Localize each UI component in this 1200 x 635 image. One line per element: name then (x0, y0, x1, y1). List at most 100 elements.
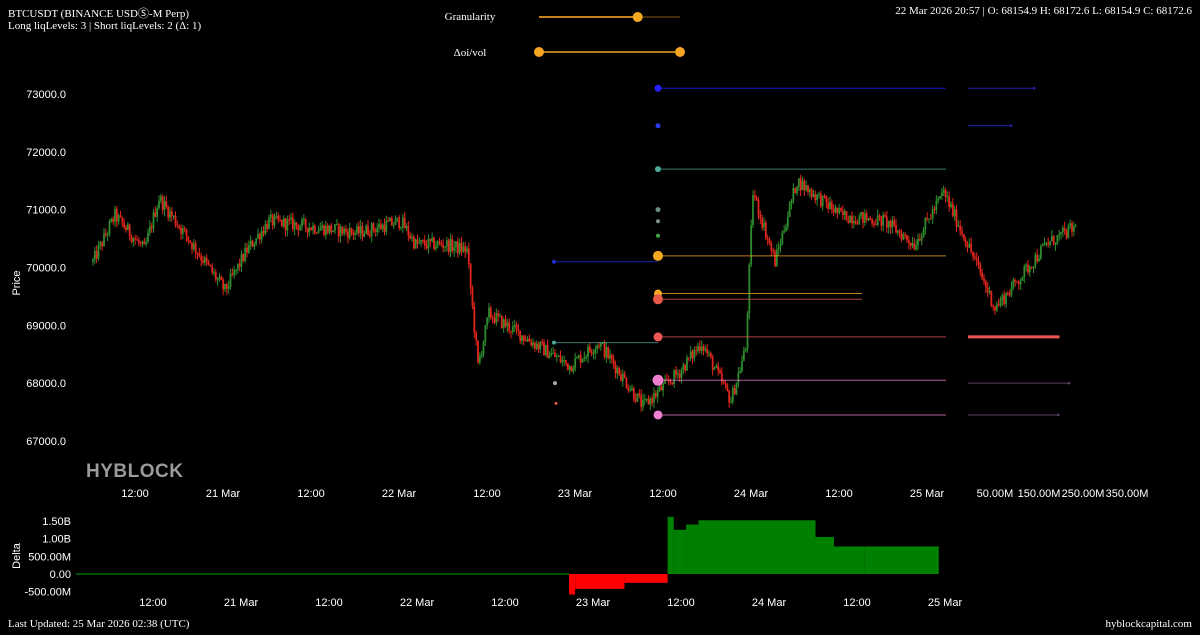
delta-oi-handle-high[interactable] (675, 47, 685, 57)
candle-body (812, 194, 815, 197)
volume-tick-label: 350.00M (1106, 488, 1149, 500)
candle-body (845, 211, 848, 221)
candle-body (379, 224, 382, 230)
candle-body (680, 369, 683, 378)
candle-body (741, 360, 743, 371)
liq-volume-end (1032, 86, 1036, 90)
candle-body (651, 398, 654, 403)
candle-body (433, 237, 435, 249)
candle-body (224, 284, 226, 290)
candle-body (599, 343, 602, 347)
candle-body (247, 245, 250, 253)
candle-body (544, 345, 547, 356)
candle-body (205, 257, 208, 262)
candle-body (902, 234, 905, 240)
candle-body (735, 382, 738, 395)
candle-body (104, 233, 107, 236)
candle-body (737, 373, 740, 383)
candle-body (119, 215, 122, 218)
candle-body (429, 238, 432, 241)
candle-body (1054, 243, 1057, 245)
delta-axis-title: Delta (11, 542, 23, 569)
delta-oi-handle-low[interactable] (534, 47, 544, 57)
candle-body (431, 237, 434, 241)
slider-controls[interactable] (534, 12, 685, 57)
candle-body (367, 225, 369, 235)
price-time-tick: 25 Mar (910, 488, 945, 500)
candle-body (616, 368, 619, 374)
candle-body (665, 379, 668, 381)
candle-body (93, 250, 96, 260)
price-tick-label: 71000.0 (26, 205, 66, 217)
candle-body (618, 368, 621, 375)
liq-level-dot (655, 123, 661, 129)
candle-body (249, 240, 252, 246)
candle-body (456, 241, 459, 253)
candle-body (335, 224, 338, 226)
candle-body (137, 239, 140, 243)
candle-body (108, 221, 111, 234)
candle-body (876, 215, 879, 226)
candle-body (526, 338, 529, 341)
candle-body (117, 215, 120, 222)
candle-body (904, 234, 907, 236)
candle-body (337, 224, 340, 237)
candle-body (491, 317, 494, 319)
candle-body (572, 368, 575, 372)
candle-body (170, 211, 173, 216)
candle-body (477, 340, 479, 363)
candle-body (519, 330, 522, 342)
candle-body (440, 242, 443, 246)
price-tick-label: 67000.0 (26, 436, 66, 448)
candle-body (187, 236, 190, 241)
candle-body (416, 239, 419, 244)
candle-body (827, 202, 830, 209)
candle-body (594, 349, 597, 354)
candle-body (852, 221, 855, 224)
candle-body (992, 306, 995, 308)
candle-body (706, 349, 709, 354)
candle-body (898, 230, 901, 234)
candle-body (502, 319, 505, 328)
site-link[interactable]: hyblockcapital.com (1105, 618, 1192, 630)
candle-body (99, 242, 102, 246)
candle-body (642, 399, 644, 408)
candle-body (489, 307, 492, 318)
candle-body (213, 272, 215, 274)
candle-body (158, 200, 160, 209)
candle-body (163, 201, 166, 210)
volume-tick-label: 150.00M (1018, 488, 1061, 500)
candle-body (962, 234, 965, 240)
candle-body (401, 217, 404, 228)
candle-body (986, 287, 989, 293)
candle-body (598, 345, 600, 347)
candle-body (203, 257, 206, 263)
candle-body (715, 365, 718, 368)
candle-body (260, 230, 263, 240)
candle-body (695, 349, 698, 352)
candle-body (673, 370, 676, 384)
candle-body (218, 276, 221, 279)
candle-body (121, 217, 124, 223)
candle-body (469, 263, 472, 289)
liq-level-dot (652, 374, 664, 386)
candle-body (682, 364, 685, 370)
candle-body (1028, 266, 1031, 273)
liq-level-dot (655, 207, 661, 213)
candle-body (343, 229, 346, 234)
candle-body (462, 246, 465, 252)
candle-body (779, 244, 782, 248)
candle-body (407, 226, 410, 236)
candle-body (687, 357, 690, 359)
candle-body (1001, 295, 1004, 300)
candle-body (1061, 227, 1064, 232)
candle-body (546, 345, 549, 359)
price-tick-label: 72000.0 (26, 147, 66, 159)
candle-body (913, 243, 916, 250)
candle-body (647, 398, 650, 405)
candle-body (348, 228, 351, 239)
granularity-handle[interactable] (632, 12, 643, 22)
candle-body (977, 260, 980, 265)
candle-body (909, 243, 912, 246)
